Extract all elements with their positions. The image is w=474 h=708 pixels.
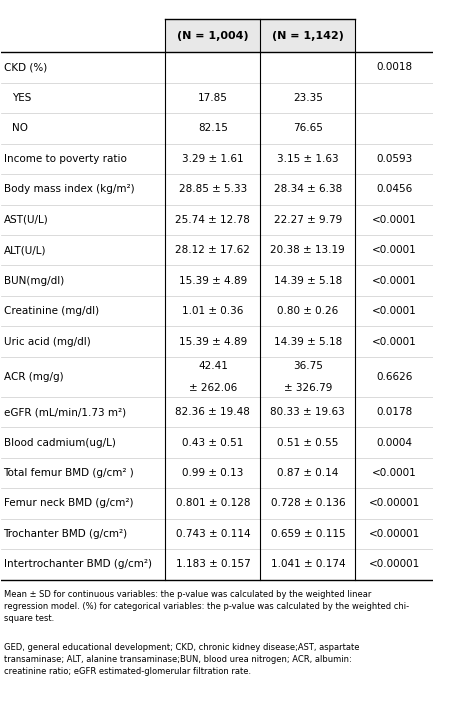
Text: GED, general educational development; CKD, chronic kidney disease;AST, aspartate: GED, general educational development; CK… [3,643,359,675]
Text: 0.99 ± 0.13: 0.99 ± 0.13 [182,468,244,478]
Text: 0.801 ± 0.128: 0.801 ± 0.128 [176,498,250,508]
Text: ± 326.79: ± 326.79 [283,383,332,393]
Text: <0.0001: <0.0001 [372,245,417,256]
Text: <0.0001: <0.0001 [372,306,417,316]
Text: <0.0001: <0.0001 [372,275,417,286]
Text: 82.15: 82.15 [198,123,228,133]
Text: 1.183 ± 0.157: 1.183 ± 0.157 [175,559,250,569]
Text: YES: YES [12,93,32,103]
Text: 82.36 ± 19.48: 82.36 ± 19.48 [175,407,250,417]
Text: <0.0001: <0.0001 [372,337,417,347]
Text: AST(U/L): AST(U/L) [3,215,48,224]
Text: 3.15 ± 1.63: 3.15 ± 1.63 [277,154,338,164]
Text: 0.43 ± 0.51: 0.43 ± 0.51 [182,438,244,447]
Text: CKD (%): CKD (%) [3,62,47,72]
Text: 28.85 ± 5.33: 28.85 ± 5.33 [179,184,247,194]
Text: 0.6626: 0.6626 [376,372,412,382]
Text: Femur neck BMD (g/cm²): Femur neck BMD (g/cm²) [3,498,133,508]
Text: <0.0001: <0.0001 [372,215,417,224]
Text: 80.33 ± 19.63: 80.33 ± 19.63 [271,407,345,417]
Text: 1.01 ± 0.36: 1.01 ± 0.36 [182,306,244,316]
Text: Total femur BMD (g/cm² ): Total femur BMD (g/cm² ) [3,468,134,478]
Text: 0.0178: 0.0178 [376,407,412,417]
Text: 23.35: 23.35 [293,93,323,103]
Text: Uric acid (mg/dl): Uric acid (mg/dl) [3,337,90,347]
FancyBboxPatch shape [165,19,356,52]
Text: 15.39 ± 4.89: 15.39 ± 4.89 [179,275,247,286]
Text: 20.38 ± 13.19: 20.38 ± 13.19 [271,245,345,256]
Text: 15.39 ± 4.89: 15.39 ± 4.89 [179,337,247,347]
Text: ACR (mg/g): ACR (mg/g) [3,372,63,382]
Text: NO: NO [12,123,28,133]
Text: 28.34 ± 6.38: 28.34 ± 6.38 [273,184,342,194]
Text: Mean ± SD for continuous variables: the p-value was calculated by the weighted l: Mean ± SD for continuous variables: the … [3,590,409,623]
Text: BUN(mg/dl): BUN(mg/dl) [3,275,64,286]
Text: Intertrochanter BMD (g/cm²): Intertrochanter BMD (g/cm²) [3,559,152,569]
Text: 17.85: 17.85 [198,93,228,103]
Text: 3.29 ± 1.61: 3.29 ± 1.61 [182,154,244,164]
Text: (N = 1,142): (N = 1,142) [272,30,344,40]
Text: 0.0456: 0.0456 [376,184,412,194]
Text: <0.00001: <0.00001 [368,498,420,508]
Text: 0.0593: 0.0593 [376,154,412,164]
Text: Trochanter BMD (g/cm²): Trochanter BMD (g/cm²) [3,529,128,539]
Text: ALT(U/L): ALT(U/L) [3,245,46,256]
Text: 1.041 ± 0.174: 1.041 ± 0.174 [271,559,345,569]
Text: 42.41: 42.41 [198,360,228,371]
Text: 0.0018: 0.0018 [376,62,412,72]
Text: Income to poverty ratio: Income to poverty ratio [3,154,127,164]
Text: <0.0001: <0.0001 [372,468,417,478]
Text: 0.0004: 0.0004 [376,438,412,447]
Text: <0.00001: <0.00001 [368,529,420,539]
Text: 0.51 ± 0.55: 0.51 ± 0.55 [277,438,338,447]
Text: 14.39 ± 5.18: 14.39 ± 5.18 [273,275,342,286]
Text: 0.87 ± 0.14: 0.87 ± 0.14 [277,468,338,478]
Text: (N = 1,004): (N = 1,004) [177,30,249,40]
Text: 0.80 ± 0.26: 0.80 ± 0.26 [277,306,338,316]
Text: 0.659 ± 0.115: 0.659 ± 0.115 [271,529,345,539]
Text: Blood cadmium(ug/L): Blood cadmium(ug/L) [3,438,116,447]
Text: 25.74 ± 12.78: 25.74 ± 12.78 [175,215,250,224]
Text: 22.27 ± 9.79: 22.27 ± 9.79 [273,215,342,224]
Text: Body mass index (kg/m²): Body mass index (kg/m²) [3,184,134,194]
Text: <0.00001: <0.00001 [368,559,420,569]
Text: 0.728 ± 0.136: 0.728 ± 0.136 [271,498,345,508]
Text: 76.65: 76.65 [293,123,323,133]
Text: Creatinine (mg/dl): Creatinine (mg/dl) [3,306,99,316]
Text: eGFR (mL/min/1.73 m²): eGFR (mL/min/1.73 m²) [3,407,126,417]
Text: 36.75: 36.75 [293,360,323,371]
Text: ± 262.06: ± 262.06 [189,383,237,393]
Text: 0.743 ± 0.114: 0.743 ± 0.114 [175,529,250,539]
Text: 14.39 ± 5.18: 14.39 ± 5.18 [273,337,342,347]
Text: 28.12 ± 17.62: 28.12 ± 17.62 [175,245,250,256]
